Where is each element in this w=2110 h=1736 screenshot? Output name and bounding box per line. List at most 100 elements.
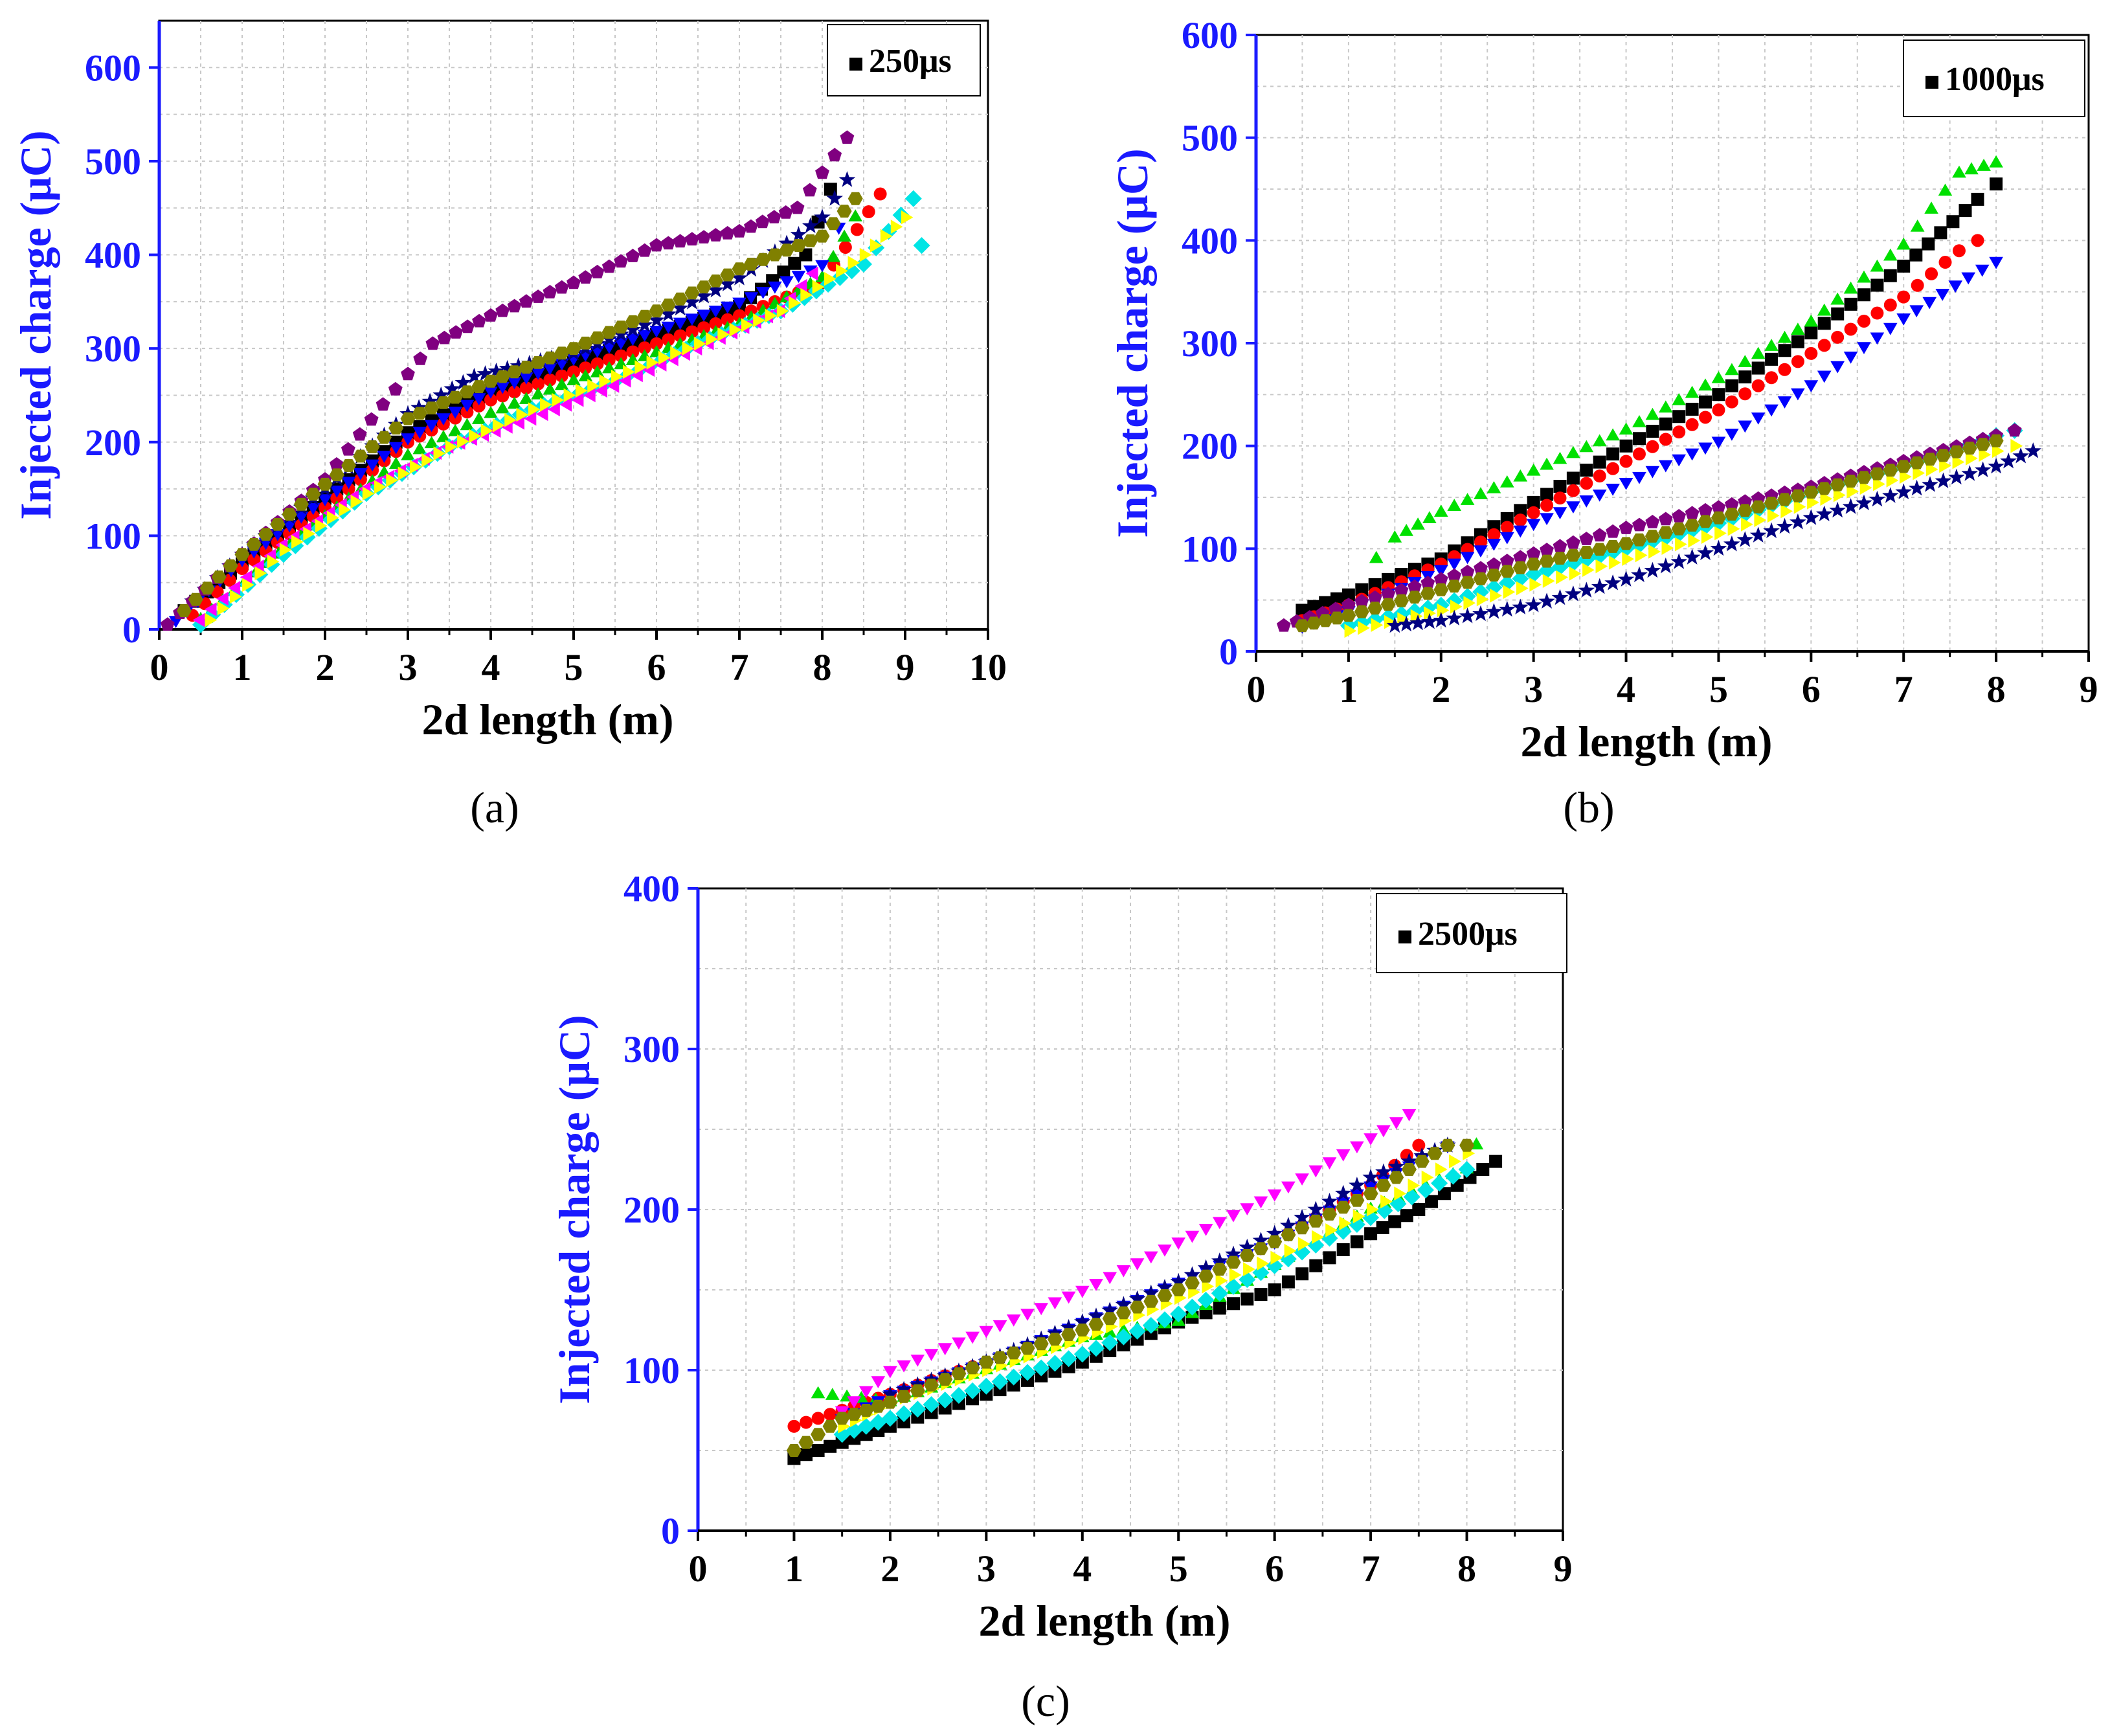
data-point — [1714, 526, 1727, 541]
data-point — [1911, 278, 1924, 292]
data-point — [1367, 590, 1382, 604]
data-point — [1402, 1109, 1417, 1122]
data-point — [1460, 576, 1476, 589]
data-point — [1158, 1245, 1172, 1257]
data-point — [1741, 517, 1753, 532]
data-point — [1644, 561, 1661, 578]
data-point — [805, 266, 818, 281]
x-tick-label: 5 — [1169, 1548, 1188, 1590]
data-point — [579, 361, 592, 375]
data-point — [507, 299, 522, 313]
data-point — [554, 378, 569, 390]
data-point — [798, 1436, 814, 1449]
data-point — [519, 392, 533, 404]
data-point — [341, 477, 356, 490]
data-point — [923, 1396, 940, 1414]
data-point — [1435, 1162, 1448, 1177]
data-point — [802, 217, 819, 233]
data-point — [1352, 1209, 1365, 1224]
legend-label: 250μs — [869, 43, 952, 80]
panel-caption: (b) — [1563, 783, 1614, 832]
series-olive — [786, 1138, 1475, 1457]
data-point — [1485, 603, 1503, 619]
data-point — [1410, 609, 1423, 624]
data-point — [1595, 559, 1608, 574]
data-point — [258, 528, 274, 541]
data-point — [1381, 587, 1396, 600]
data-point — [952, 1337, 966, 1350]
data-point — [477, 365, 494, 381]
data-point — [1856, 494, 1872, 510]
data-point — [684, 286, 700, 300]
data-point — [602, 361, 616, 374]
data-point — [890, 220, 903, 234]
data-point — [1908, 479, 1925, 496]
data-point — [205, 613, 218, 627]
data-point — [1033, 1337, 1049, 1351]
data-point — [1421, 613, 1438, 629]
data-point — [1319, 596, 1332, 609]
data-point — [1883, 322, 1898, 335]
data-point — [1685, 403, 1699, 416]
data-point — [794, 278, 807, 293]
data-point — [1349, 1177, 1365, 1193]
data-point — [448, 423, 462, 436]
data-point — [670, 346, 682, 361]
data-point — [1431, 1175, 1448, 1192]
data-point — [330, 491, 344, 505]
data-point — [1936, 449, 1951, 462]
data-point — [910, 1384, 925, 1397]
data-point — [1645, 515, 1660, 528]
data-point — [649, 304, 664, 318]
data-point — [1143, 1284, 1160, 1301]
data-point — [1925, 462, 1938, 477]
data-point — [192, 613, 205, 627]
data-point — [1791, 322, 1805, 335]
data-point — [767, 248, 783, 262]
data-point — [1820, 491, 1833, 506]
data-point — [1685, 506, 1700, 520]
data-point — [1606, 484, 1620, 496]
data-point — [1437, 1187, 1451, 1201]
data-point — [540, 398, 552, 412]
data-point — [815, 165, 829, 179]
data-point — [270, 517, 286, 531]
y-tick-label: 300 — [85, 328, 141, 370]
x-tick-label: 7 — [1894, 668, 1913, 710]
data-point — [1487, 481, 1501, 493]
data-point — [1672, 509, 1687, 523]
data-point — [673, 234, 688, 248]
data-point — [2025, 442, 2042, 458]
x-tick-label: 8 — [1457, 1548, 1476, 1590]
data-point — [1619, 422, 1633, 435]
data-point — [543, 284, 557, 299]
data-point — [1088, 1340, 1105, 1357]
y-tick-label: 0 — [1219, 631, 1238, 673]
data-point — [827, 148, 842, 162]
data-point — [1592, 490, 1607, 502]
data-point — [1006, 1346, 1022, 1360]
data-point — [1487, 539, 1501, 551]
legend-label: 1000μs — [1945, 61, 2045, 98]
data-point — [1474, 561, 1488, 575]
data-point — [1646, 425, 1659, 438]
data-point — [1807, 495, 1819, 510]
data-point — [662, 333, 675, 346]
data-point — [1398, 615, 1415, 632]
data-point — [978, 1377, 995, 1395]
data-point — [1578, 546, 1594, 559]
data-point — [1329, 611, 1345, 625]
data-point — [1296, 1267, 1309, 1281]
data-point — [1399, 524, 1413, 536]
data-point — [1817, 317, 1831, 330]
data-point — [1312, 1230, 1324, 1245]
data-point — [519, 372, 533, 385]
data-point — [1804, 380, 1819, 392]
legend: 2500μs — [1376, 893, 1567, 973]
data-point — [862, 205, 875, 219]
data-point — [870, 1399, 886, 1413]
data-point — [590, 264, 605, 278]
data-point — [528, 402, 541, 416]
gridlines — [698, 888, 1563, 1531]
data-point — [1631, 566, 1648, 583]
